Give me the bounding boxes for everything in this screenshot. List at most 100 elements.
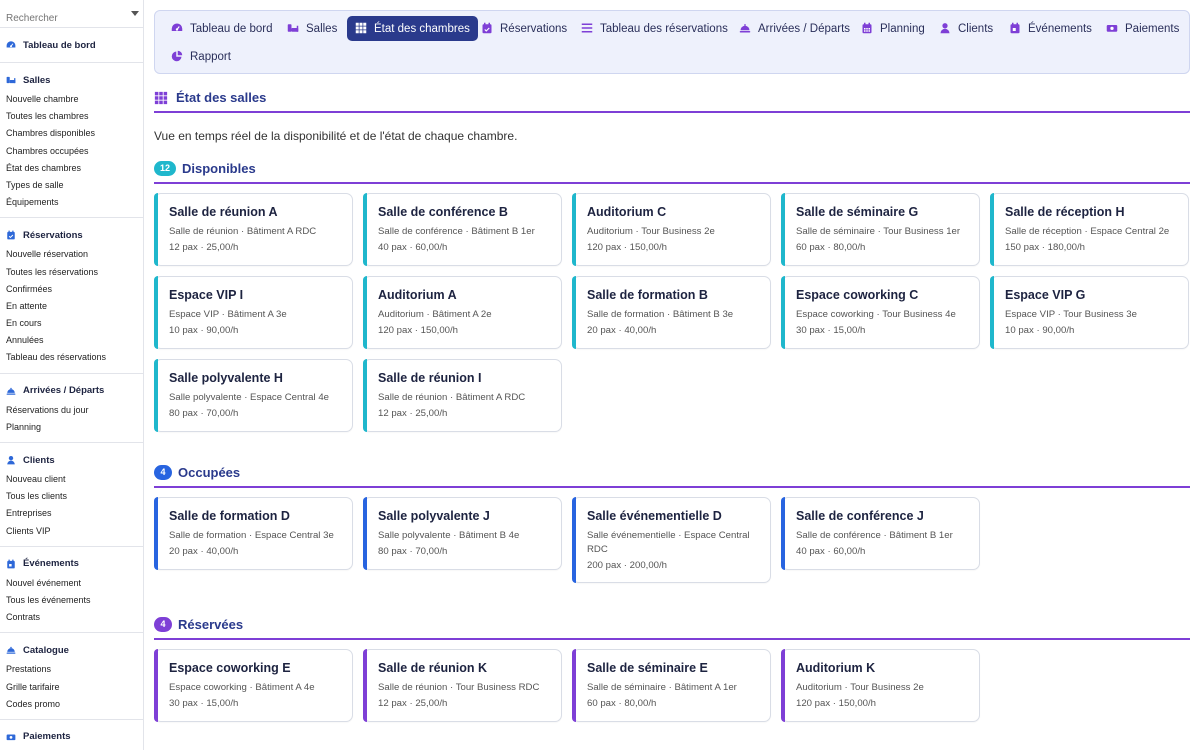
search-input[interactable] (6, 13, 126, 24)
status-accent-bar (154, 497, 158, 570)
nav-tab[interactable]: Planning (853, 16, 933, 41)
sidebar-item[interactable]: Types de salle (6, 179, 64, 190)
sidebar-item[interactable]: Contrats (6, 612, 41, 623)
nav-tab-label: Paiements (1125, 22, 1180, 35)
sidebar-item[interactable]: Codes promo (6, 698, 61, 709)
room-card[interactable]: Auditorium A Auditorium · Bâtiment A 2e 12… (363, 276, 562, 349)
sidebar-section: Arrivées / Départs Réservations du jour Pl… (0, 374, 143, 443)
sidebar-item[interactable]: Prestations (6, 664, 52, 675)
sidebar-heading[interactable]: Salles (0, 69, 143, 91)
sidebar-heading[interactable]: Clients (0, 449, 143, 471)
room-name: Espace coworking E (169, 661, 291, 675)
room-card[interactable]: Salle de formation B Salle de formation ·… (572, 276, 771, 349)
sidebar-item[interactable]: Chambres occupées (6, 145, 89, 156)
status-accent-bar (990, 193, 994, 266)
room-card[interactable]: Salle de conférence B Salle de conférence… (363, 193, 562, 266)
chevron-down-icon[interactable] (131, 11, 139, 16)
status-accent-bar (363, 193, 367, 266)
nav-tab[interactable]: Réservations (473, 16, 575, 41)
sidebar-item[interactable]: Confirmées (6, 283, 53, 294)
bell-icon (6, 645, 16, 655)
sidebar-item[interactable]: Toutes les chambres (6, 111, 89, 122)
count-badge: 4 (154, 465, 172, 480)
sidebar-item[interactable]: Planning (6, 421, 42, 432)
room-capacity-rate: 20 pax · 40,00/h (169, 546, 239, 557)
nav-tab[interactable]: Rapport (163, 44, 239, 69)
room-type-location: Espace coworking · Bâtiment A 4e (169, 682, 315, 693)
status-accent-bar (572, 276, 576, 349)
page-title-row: État des salles (154, 90, 266, 105)
room-card[interactable]: Espace coworking C Espace coworking · Tou… (781, 276, 980, 349)
room-type-location: Salle de séminaire · Tour Business 1er (796, 226, 961, 237)
sidebar-item[interactable]: Réservations du jour (6, 404, 89, 415)
sidebar-item[interactable]: En cours (6, 318, 42, 329)
status-accent-bar (572, 649, 576, 722)
sidebar-item[interactable]: Annulées (6, 335, 44, 346)
nav-tab[interactable]: État des chambres (347, 16, 478, 41)
room-capacity-rate: 12 pax · 25,00/h (378, 408, 448, 419)
sidebar-item[interactable]: Équipements (6, 197, 59, 208)
room-capacity-rate: 60 pax · 80,00/h (796, 242, 866, 253)
sidebar-heading[interactable]: Catalogue (0, 639, 143, 661)
status-group-label: Disponibles (182, 161, 256, 176)
sidebar-item[interactable]: Nouveau client (6, 474, 66, 484)
sidebar-heading[interactable]: Tableau de bord (0, 34, 143, 56)
room-card[interactable]: Espace VIP G Espace VIP · Tour Business 3… (990, 276, 1189, 349)
room-type-location: Salle de conférence · Bâtiment B 1er (378, 226, 535, 237)
room-name: Salle événementielle D (587, 509, 722, 523)
status-accent-bar (154, 276, 158, 349)
sidebar-item[interactable]: Grille tarifaire (6, 681, 60, 692)
sidebar-item[interactable]: État des chambres (6, 162, 82, 173)
nav-tab[interactable]: Tableau des réservations (573, 16, 736, 41)
sidebar-item[interactable]: Entreprises (6, 508, 52, 519)
sidebar-item[interactable]: Nouvelle chambre (6, 94, 79, 104)
sidebar-item[interactable]: Nouvel événement (6, 577, 82, 588)
room-card[interactable]: Espace coworking E Espace coworking · Bât… (154, 649, 353, 722)
sidebar-heading[interactable]: Événements (0, 553, 143, 575)
nav-tab[interactable]: Arrivées / Départs (731, 16, 858, 41)
sidebar-item[interactable]: Chambres disponibles (6, 128, 96, 139)
room-card[interactable]: Salle événementielle D Salle événementiel… (572, 497, 771, 583)
sidebar-item[interactable]: Tableau des réservations (6, 352, 107, 363)
room-card[interactable]: Salle polyvalente H Salle polyvalente · E… (154, 359, 353, 432)
room-card[interactable]: Salle de conférence J Salle de conférence… (781, 497, 980, 570)
sidebar-heading-label: Tableau de bord (23, 39, 96, 51)
sidebar-item[interactable]: Tous les clients (6, 491, 68, 502)
sidebar-item[interactable]: Clients VIP (6, 525, 51, 536)
room-type-location: Auditorium · Tour Business 2e (796, 682, 924, 693)
room-card[interactable]: Salle polyvalente J Salle polyvalente · B… (363, 497, 562, 570)
sidebar-item[interactable]: Tous les événements (6, 594, 91, 605)
room-card[interactable]: Salle de réunion K Salle de réunion · Tou… (363, 649, 562, 722)
sidebar-search[interactable] (0, 0, 143, 28)
room-type-location: Salle de séminaire · Bâtiment A 1er (587, 682, 737, 693)
sidebar-heading[interactable]: Paiements (0, 726, 143, 748)
sidebar-section: Salles Nouvelle chambre Toutes les chambre… (0, 63, 143, 219)
sidebar-item[interactable]: En attente (6, 300, 48, 311)
dashboard-icon (6, 40, 16, 50)
room-card[interactable]: Auditorium K Auditorium · Tour Business 2… (781, 649, 980, 722)
room-capacity-rate: 10 pax · 90,00/h (169, 325, 239, 336)
sidebar-section: Clients Nouveau client Tous les clients Ent… (0, 443, 143, 547)
room-card[interactable]: Salle de réception H Salle de réception ·… (990, 193, 1189, 266)
sidebar-heading[interactable]: Réservations (0, 224, 143, 246)
nav-tab-label: Tableau de bord (190, 22, 273, 35)
room-type-location: Salle événementielle · Espace Central RD… (587, 530, 750, 555)
sidebar-item[interactable]: Toutes les réservations (6, 266, 99, 277)
nav-tab[interactable]: Événements (1001, 16, 1100, 41)
room-card[interactable]: Salle de formation D Salle de formation ·… (154, 497, 353, 570)
room-card[interactable]: Salle de séminaire E Salle de séminaire ·… (572, 649, 771, 722)
bell-icon (739, 22, 752, 35)
room-card[interactable]: Auditorium C Auditorium · Tour Business 2… (572, 193, 771, 266)
room-name: Espace VIP G (1005, 288, 1086, 302)
sidebar-heading[interactable]: Arrivées / Départs (0, 380, 143, 402)
room-card[interactable]: Salle de réunion A Salle de réunion · Bât… (154, 193, 353, 266)
nav-tab[interactable]: Clients (931, 16, 1001, 41)
nav-tab[interactable]: Tableau de bord (163, 16, 280, 41)
room-card[interactable]: Espace VIP I Espace VIP · Bâtiment A 3e 10… (154, 276, 353, 349)
sidebar-item[interactable]: Nouvelle réservation (6, 249, 89, 260)
nav-tab[interactable]: Salles (279, 16, 345, 41)
status-group-heading: 12 Disponibles (154, 161, 256, 176)
nav-tab[interactable]: Paiements (1098, 16, 1187, 41)
room-card[interactable]: Salle de séminaire G Salle de séminaire ·… (781, 193, 980, 266)
room-card[interactable]: Salle de réunion I Salle de réunion · Bât… (363, 359, 562, 432)
